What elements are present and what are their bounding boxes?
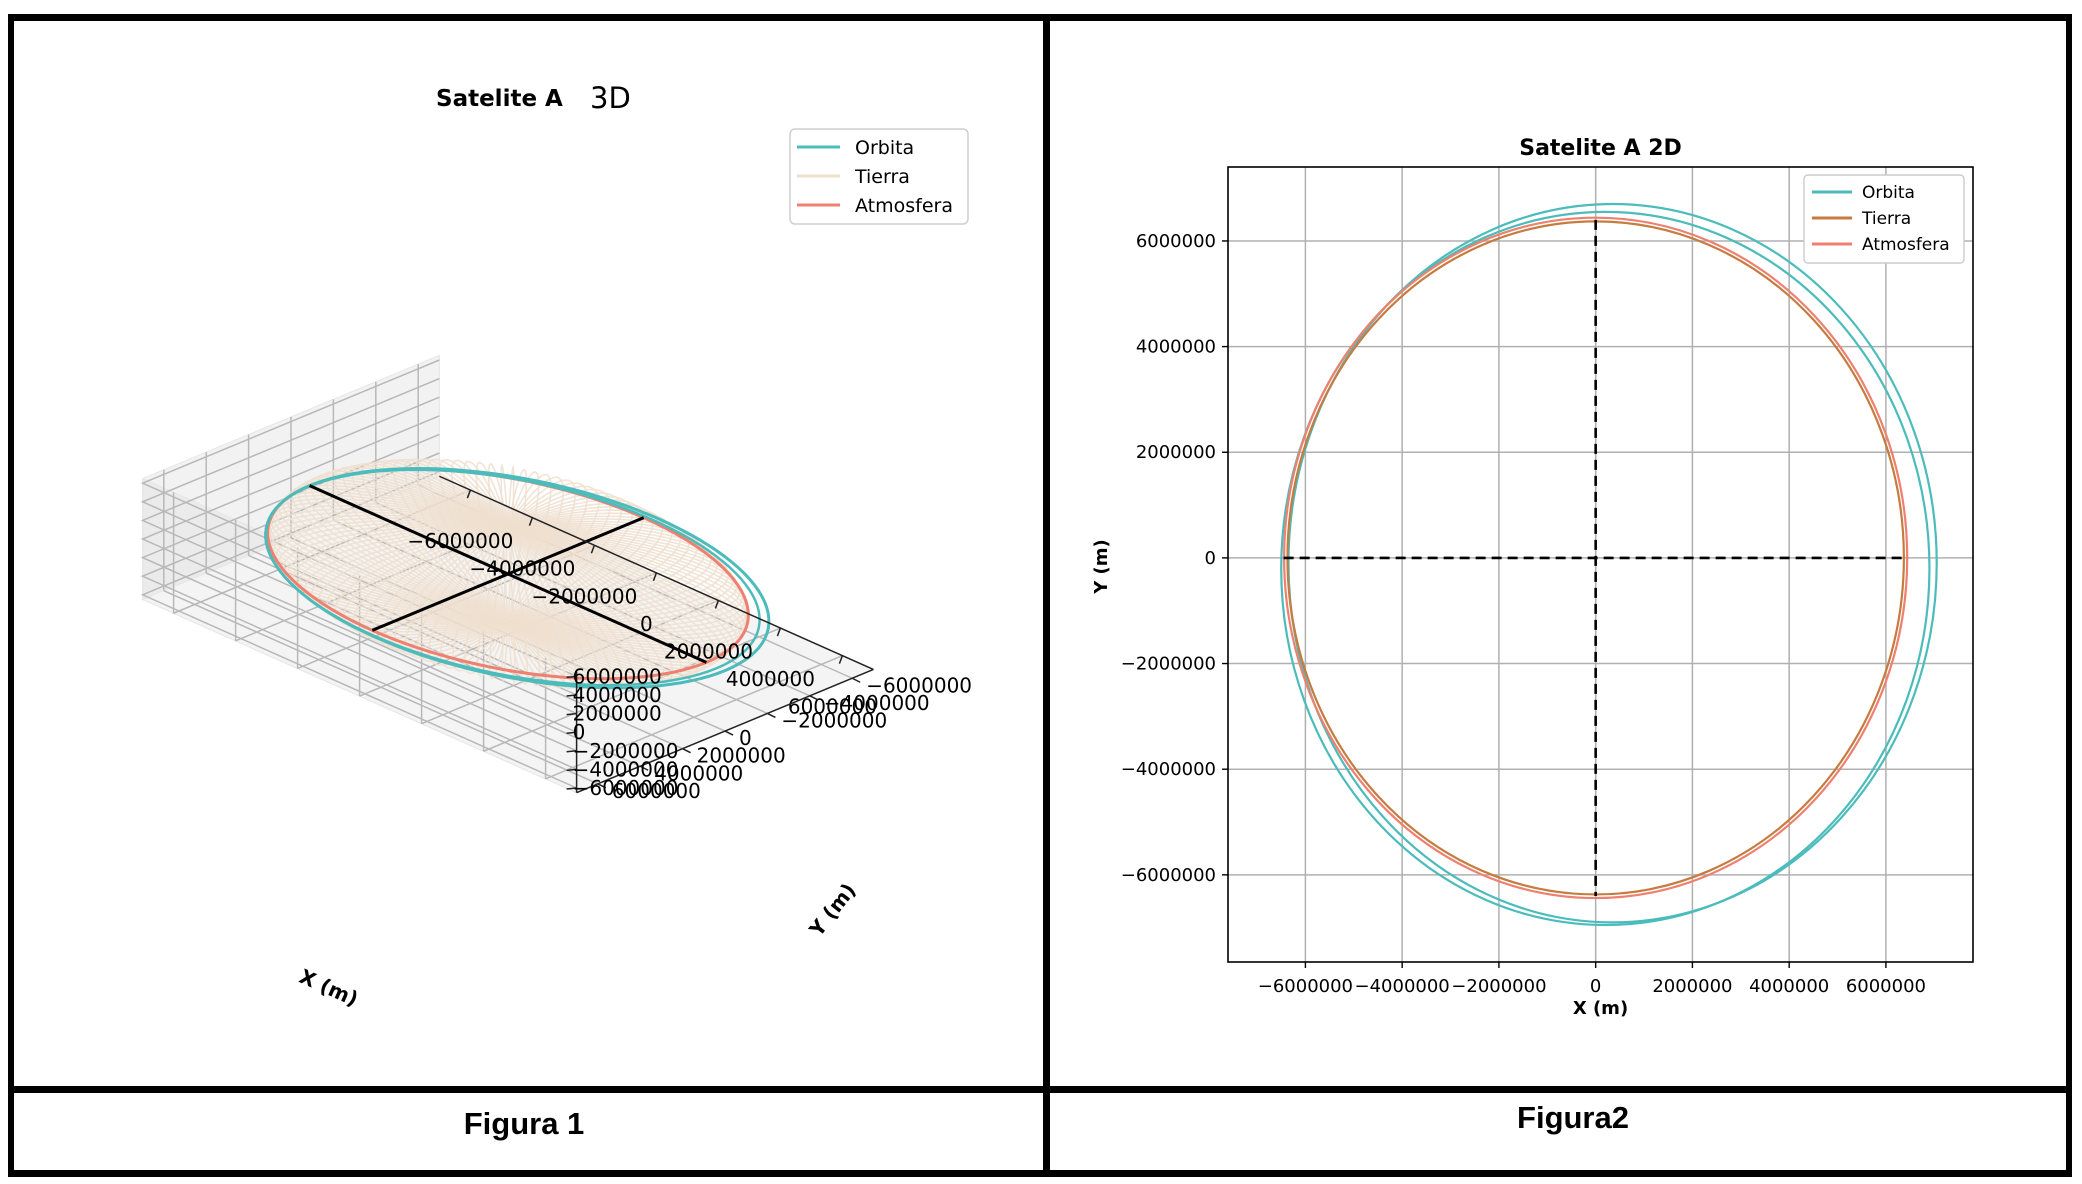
orbit-pass-3d xyxy=(264,468,761,687)
y-tick-label-3d: 4000000 xyxy=(654,761,743,785)
frame-left-border xyxy=(8,14,14,1177)
x-tick-3d xyxy=(838,655,844,664)
x-tick-3d xyxy=(528,517,534,526)
z-tick-label-3d: −4000000 xyxy=(573,757,679,781)
y-tick-label-3d: −2000000 xyxy=(781,708,887,732)
y-tick-label-2d: −2000000 xyxy=(1121,654,1216,675)
legend-label-3d: Atmosfera xyxy=(855,195,953,217)
x-tick-3d xyxy=(776,627,782,637)
x-tick-label-2d: 6000000 xyxy=(1846,976,1926,997)
frame-caption-divider xyxy=(10,1086,2070,1093)
legend-2d: Orbita Tierra Atmosfera xyxy=(1803,174,1965,264)
y-tick-label-2d: −4000000 xyxy=(1121,759,1216,780)
x-tick-label-2d: −6000000 xyxy=(1258,976,1353,997)
x-tick-label-2d: 4000000 xyxy=(1749,976,1829,997)
y-tick-label-3d: 6000000 xyxy=(612,779,701,803)
x-tick-3d xyxy=(714,600,720,609)
z-tick-label-3d: −6000000 xyxy=(573,776,679,800)
x-tick-label-2d: 2000000 xyxy=(1652,976,1732,997)
y-tick-3d xyxy=(639,765,649,771)
y-reference-line-3d xyxy=(371,516,645,632)
x-tick-label-2d: 0 xyxy=(1590,976,1601,997)
y-tick-label-2d: 2000000 xyxy=(1136,442,1216,463)
orbit-pass-2d xyxy=(1280,210,1931,927)
x-tick-label-3d: 4000000 xyxy=(726,667,815,691)
y-tick-label-2d: 4000000 xyxy=(1136,337,1216,358)
x-tick-3d xyxy=(590,544,596,554)
z-tick-3d xyxy=(566,787,577,790)
z-tick-label-3d: 0 xyxy=(573,720,586,744)
y-tick-label-2d: 6000000 xyxy=(1136,231,1216,252)
legend-label-2d: Atmosfera xyxy=(1862,235,1950,255)
frame-top-border xyxy=(10,14,2070,21)
x-tick-3d xyxy=(652,572,658,582)
chart-2d: −6000000 −4000000 −2000000 0 2000000 4000000 6… xyxy=(1091,136,1974,1019)
x-tick-label-2d: −4000000 xyxy=(1355,976,1450,997)
z-tick-3d xyxy=(566,694,577,697)
y-tick-label-3d: 0 xyxy=(739,726,752,750)
frame-bottom-border xyxy=(10,1170,2070,1177)
frame-center-divider xyxy=(1043,14,1050,1177)
y-tick-label-3d: −4000000 xyxy=(824,691,930,715)
y-tick-label-2d: 0 xyxy=(1205,548,1216,569)
x-tick-label-3d: −2000000 xyxy=(531,584,637,608)
z-tick-3d xyxy=(566,712,577,716)
z-tick-label-3d: 2000000 xyxy=(573,702,662,726)
z-tick-3d xyxy=(566,750,577,753)
legend-label-3d: Orbita xyxy=(855,137,914,159)
axes-frame-2d xyxy=(1227,166,1974,963)
frame-right-border xyxy=(2066,14,2072,1177)
figure-1-caption: Figura 1 xyxy=(463,1106,585,1141)
x-tick-3d xyxy=(466,489,472,499)
legend-label-2d: Orbita xyxy=(1862,183,1915,203)
grid-wall-z xyxy=(140,415,577,733)
legend-box-2d xyxy=(1803,174,1965,264)
x-tick-label-3d: 0 xyxy=(640,612,653,636)
y-tick-label-3d: −6000000 xyxy=(866,673,972,697)
legend-label-2d: Tierra xyxy=(1861,209,1911,229)
z-tick-3d xyxy=(566,675,577,679)
legend-label-3d: Tierra xyxy=(854,166,910,188)
plot-area-2d xyxy=(1228,167,1973,962)
y-tick-3d xyxy=(724,730,734,736)
legend-box-3d xyxy=(789,128,969,225)
z-tick-label-3d: −2000000 xyxy=(573,739,679,763)
series-group-2d xyxy=(1280,202,1938,927)
chart-title-suffix-3d: 3D xyxy=(590,81,631,115)
chart-title-2d: Satelite A 2D xyxy=(1519,136,1682,161)
chart-title-3d: Satelite A xyxy=(436,86,563,112)
z-tick-label-3d: 4000000 xyxy=(573,683,662,707)
y-tick-3d xyxy=(597,783,607,789)
y-tick-3d xyxy=(851,677,861,683)
x-tick-label-3d: −6000000 xyxy=(407,529,513,553)
y-tick-3d xyxy=(682,747,691,754)
x-tick-label-3d: −4000000 xyxy=(469,557,575,581)
x-tick-label-3d: 2000000 xyxy=(664,639,753,663)
y-tick-3d xyxy=(767,712,776,719)
x-axis-label-2d: X (m) xyxy=(1573,998,1628,1019)
y-tick-label-2d: −6000000 xyxy=(1121,865,1216,886)
chart-3d: −6000000−4000000−20000000200000040000006… xyxy=(140,81,972,1011)
y-tick-3d xyxy=(809,695,819,701)
y-tick-label-3d: 2000000 xyxy=(697,744,786,768)
z-tick-label-3d: 6000000 xyxy=(573,664,662,688)
grid-floor-y xyxy=(205,572,641,767)
legend-3d: Orbita Tierra Atmosfera xyxy=(789,128,969,225)
x-tick-label-2d: −2000000 xyxy=(1451,976,1546,997)
figure-2-caption: Figura2 xyxy=(1517,1100,1629,1135)
z-tick-3d xyxy=(566,731,577,734)
grid-floor-y xyxy=(163,589,599,785)
y-axis-label-2d: Y (m) xyxy=(1091,539,1112,595)
z-tick-3d xyxy=(566,768,577,772)
